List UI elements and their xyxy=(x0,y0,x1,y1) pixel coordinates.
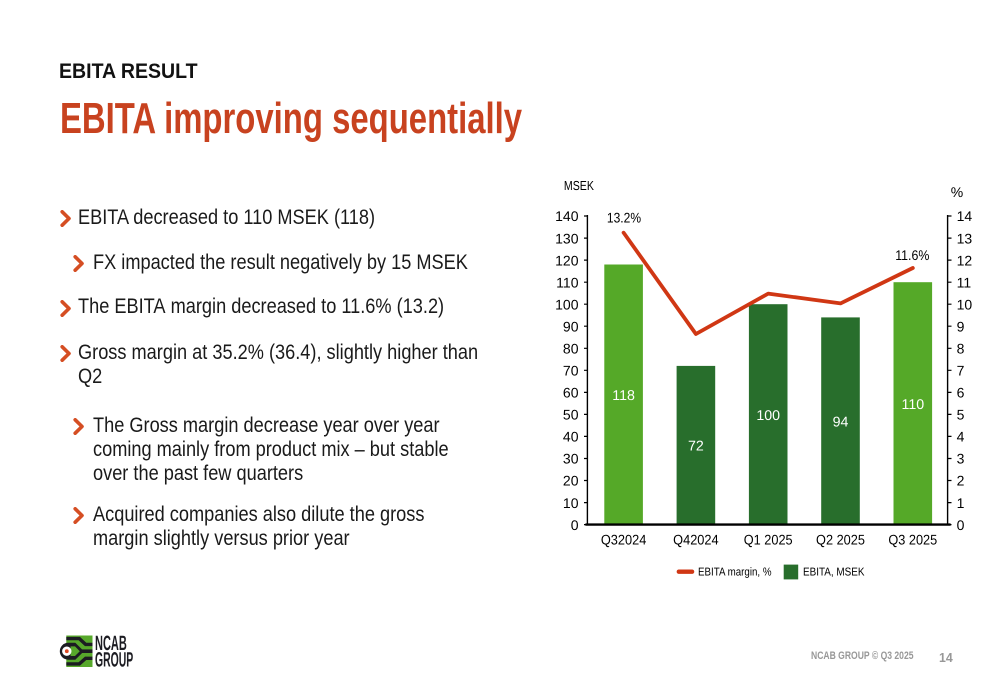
svg-text:110: 110 xyxy=(556,274,579,290)
svg-text:110: 110 xyxy=(901,397,924,413)
svg-text:11: 11 xyxy=(957,274,972,290)
svg-text:10: 10 xyxy=(957,296,973,312)
svg-text:100: 100 xyxy=(555,296,579,312)
svg-text:60: 60 xyxy=(563,385,579,401)
svg-text:1: 1 xyxy=(957,495,965,511)
svg-text:%: % xyxy=(951,184,963,200)
svg-text:8: 8 xyxy=(957,341,965,357)
svg-text:70: 70 xyxy=(563,363,579,379)
svg-text:Q42024: Q42024 xyxy=(673,532,719,548)
svg-text:Q2 2025: Q2 2025 xyxy=(816,532,865,548)
svg-text:9: 9 xyxy=(957,318,965,334)
svg-text:6: 6 xyxy=(957,385,965,401)
svg-text:GROUP: GROUP xyxy=(95,649,133,672)
svg-text:72: 72 xyxy=(688,439,704,455)
svg-text:0: 0 xyxy=(571,517,579,533)
svg-text:13: 13 xyxy=(957,230,973,246)
svg-text:13.2%: 13.2% xyxy=(607,209,641,225)
svg-text:14: 14 xyxy=(957,208,973,224)
svg-text:140: 140 xyxy=(555,208,579,224)
svg-text:12: 12 xyxy=(957,252,973,268)
svg-text:7: 7 xyxy=(957,363,965,379)
svg-text:EBITA, MSEK: EBITA, MSEK xyxy=(803,567,865,579)
svg-text:MSEK: MSEK xyxy=(564,178,594,193)
svg-text:4: 4 xyxy=(957,429,965,445)
svg-text:Q32024: Q32024 xyxy=(601,532,647,548)
svg-text:3: 3 xyxy=(957,451,965,467)
svg-text:EBITA margin, %: EBITA margin, % xyxy=(698,567,772,579)
svg-text:2: 2 xyxy=(957,473,965,489)
svg-text:10: 10 xyxy=(563,495,579,511)
svg-text:50: 50 xyxy=(563,407,579,423)
svg-text:120: 120 xyxy=(555,252,579,268)
svg-text:NCAB: NCAB xyxy=(95,632,127,655)
svg-text:118: 118 xyxy=(612,388,635,404)
svg-text:Q1 2025: Q1 2025 xyxy=(744,532,793,548)
svg-text:Q3 2025: Q3 2025 xyxy=(888,532,937,548)
svg-text:90: 90 xyxy=(563,318,579,334)
svg-text:11.6%: 11.6% xyxy=(895,247,929,263)
svg-text:0: 0 xyxy=(957,517,965,533)
svg-text:94: 94 xyxy=(833,414,849,430)
svg-text:100: 100 xyxy=(756,408,780,424)
svg-text:40: 40 xyxy=(563,429,579,445)
svg-text:20: 20 xyxy=(563,473,579,489)
svg-text:5: 5 xyxy=(957,407,965,423)
svg-text:130: 130 xyxy=(555,230,579,246)
svg-text:80: 80 xyxy=(563,341,579,357)
svg-text:30: 30 xyxy=(563,451,579,467)
